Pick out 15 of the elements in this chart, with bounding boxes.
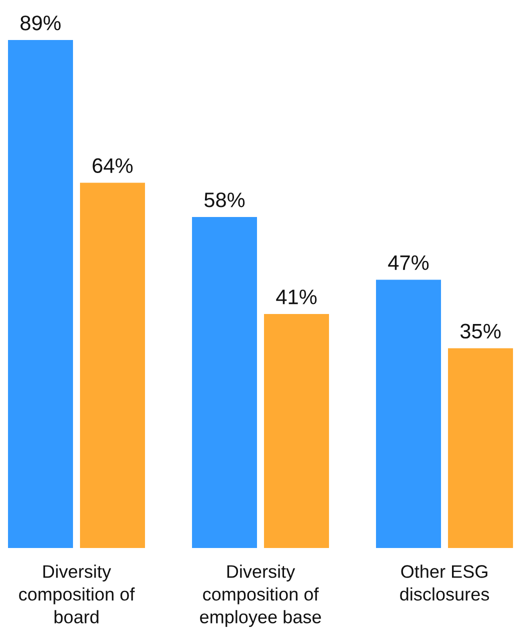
- bar: [448, 348, 513, 548]
- data-label: 58%: [204, 192, 245, 208]
- bar: [264, 314, 329, 548]
- data-label: 35%: [460, 324, 501, 339]
- x-tick-label: Other ESG disclosures: [400, 564, 490, 601]
- data-label: 47%: [388, 255, 429, 270]
- x-tick-label: Diversity composition of board: [19, 564, 135, 624]
- data-label: 41%: [276, 290, 317, 304]
- bar: [8, 40, 73, 548]
- bar: [192, 216, 257, 548]
- bar: [376, 280, 441, 548]
- data-label: 64%: [92, 158, 133, 174]
- data-label: 89%: [20, 16, 61, 30]
- bar: [80, 182, 145, 548]
- x-tick-label: Diversity composition of employee base: [200, 564, 321, 627]
